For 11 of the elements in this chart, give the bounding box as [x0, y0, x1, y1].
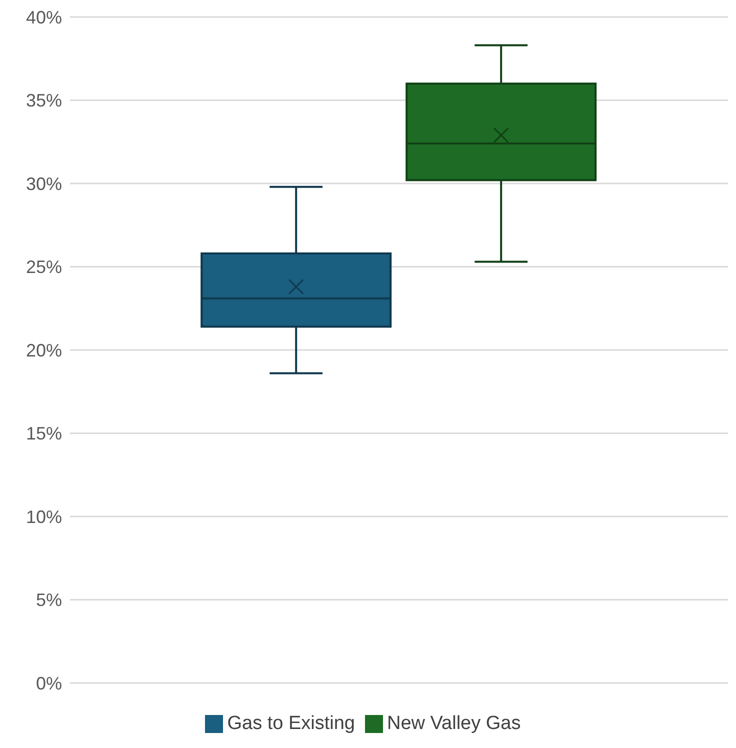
legend-label: New Valley Gas: [387, 713, 521, 734]
y-tick-label: 15%: [26, 424, 62, 444]
y-tick-label: 0%: [36, 673, 62, 694]
y-tick-label: 5%: [36, 590, 62, 610]
y-tick-label: 30%: [26, 174, 62, 194]
legend-label: Gas to Existing: [227, 713, 355, 734]
y-tick-label: 40%: [26, 7, 62, 28]
y-tick-label: 20%: [26, 340, 62, 360]
y-tick-label: 25%: [26, 257, 62, 278]
y-tick-label: 10%: [26, 506, 62, 527]
y-tick-label: 35%: [26, 90, 62, 111]
